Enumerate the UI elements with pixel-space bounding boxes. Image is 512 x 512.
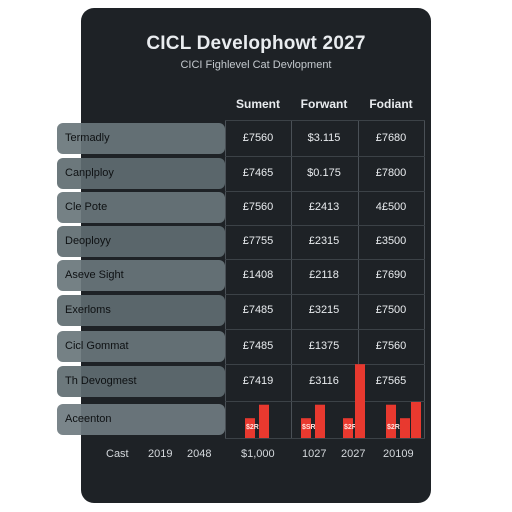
bar-mark bbox=[245, 418, 255, 438]
x-axis-label: 20109 bbox=[383, 448, 414, 460]
x-axis-label: $1,000 bbox=[241, 448, 275, 460]
grid-hline bbox=[225, 156, 425, 157]
row-band bbox=[57, 260, 225, 291]
row-label: Cle Pote bbox=[65, 201, 108, 213]
table-cell: £7560 bbox=[375, 340, 407, 352]
table-cell: £3500 bbox=[375, 235, 407, 247]
column-header-fodiant: Fodiant bbox=[369, 97, 413, 111]
row-label: Canplploy bbox=[65, 167, 114, 179]
grid-vline bbox=[424, 120, 425, 438]
table-cell: £7419 bbox=[242, 375, 274, 387]
grid-hline bbox=[225, 438, 425, 439]
bar-mark bbox=[386, 404, 396, 438]
table-cell: £1375 bbox=[308, 340, 340, 352]
row-band bbox=[57, 404, 225, 435]
bar-mark bbox=[315, 404, 325, 438]
table-cell: £7485 bbox=[242, 340, 274, 352]
row-label: Aceenton bbox=[65, 413, 112, 425]
bar-mark bbox=[343, 418, 353, 438]
table-cell: £2315 bbox=[308, 235, 340, 247]
row-label: Deoployy bbox=[65, 235, 111, 247]
row-label: Aseve Sight bbox=[65, 269, 124, 281]
grid-hline bbox=[225, 120, 425, 121]
table-cell: $0.175 bbox=[307, 167, 341, 179]
row-band bbox=[57, 366, 225, 397]
bar-data-label: $2RB bbox=[246, 424, 264, 431]
row-label: Th Devogmest bbox=[65, 375, 137, 387]
grid-hline bbox=[225, 401, 425, 402]
table-cell: £7565 bbox=[375, 375, 407, 387]
row-label: Termadly bbox=[65, 132, 110, 144]
table-cell: £7465 bbox=[242, 167, 274, 179]
row-band bbox=[57, 158, 225, 189]
bar-mark bbox=[259, 404, 269, 438]
chart-title: CICL Develophowt 2027 bbox=[146, 33, 366, 54]
x-axis-label: 1027 bbox=[302, 448, 327, 460]
row-band bbox=[57, 295, 225, 326]
row-band bbox=[57, 192, 225, 223]
row-band bbox=[57, 331, 225, 362]
row-label: Cicl Gommat bbox=[65, 340, 129, 352]
grid-vline bbox=[225, 120, 226, 438]
table-cell: £7560 bbox=[242, 132, 274, 144]
table-cell: £7485 bbox=[242, 304, 274, 316]
x-axis-label: 2019 bbox=[148, 448, 173, 460]
row-band bbox=[57, 226, 225, 257]
table-cell: £7755 bbox=[242, 235, 274, 247]
table-cell: £7500 bbox=[375, 304, 407, 316]
table-cell: £3116 bbox=[309, 375, 339, 387]
bar-mark bbox=[400, 418, 410, 438]
column-header-sument: Sument bbox=[235, 97, 280, 111]
table-cell: $3.115 bbox=[307, 132, 341, 144]
row-band bbox=[57, 123, 225, 154]
row-label: Exerloms bbox=[65, 304, 111, 316]
bar-mark bbox=[411, 402, 421, 438]
table-cell: £7690 bbox=[375, 269, 407, 281]
grid-hline bbox=[225, 294, 425, 295]
table-cell: £7680 bbox=[375, 132, 407, 144]
bar-mark bbox=[355, 364, 365, 438]
bar-data-label: $SRR bbox=[302, 424, 321, 431]
grid-hline bbox=[225, 329, 425, 330]
grid-vline bbox=[358, 120, 359, 438]
table-cell: 4£500 bbox=[375, 201, 407, 213]
grid-vline bbox=[291, 120, 292, 438]
table-cell: £7560 bbox=[242, 201, 274, 213]
grid-hline bbox=[225, 191, 425, 192]
x-axis-label: 2027 bbox=[341, 448, 366, 460]
grid-hline bbox=[225, 364, 425, 365]
bar-data-label: $2RB bbox=[344, 424, 362, 431]
x-axis-label: Cast bbox=[106, 448, 129, 460]
bar-mark bbox=[301, 418, 311, 438]
grid-hline bbox=[225, 259, 425, 260]
table-cell: £2118 bbox=[309, 269, 339, 281]
column-header-forwant: Forwant bbox=[300, 97, 348, 111]
table-cell: £7800 bbox=[375, 167, 407, 179]
table-cell: £2413 bbox=[308, 201, 340, 213]
table-cell: £3215 bbox=[308, 304, 340, 316]
x-axis-label: 2048 bbox=[187, 448, 212, 460]
bar-data-label: $2RB bbox=[387, 424, 405, 431]
grid-hline bbox=[225, 225, 425, 226]
chart-subtitle: CICI Fighlevel Cat Devlopment bbox=[180, 59, 332, 71]
table-cell: £1408 bbox=[242, 269, 274, 281]
